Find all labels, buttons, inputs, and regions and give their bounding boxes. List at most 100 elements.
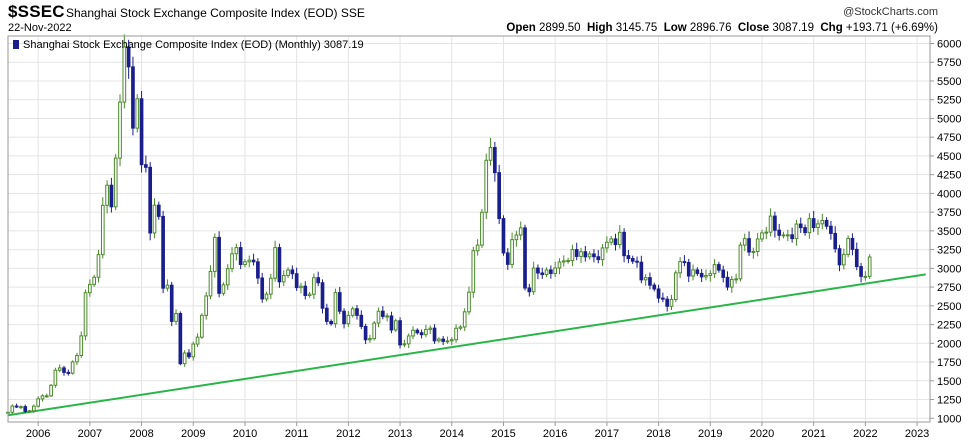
candle-body	[717, 264, 721, 271]
candle	[566, 257, 570, 264]
y-tick-label: 2750	[937, 282, 961, 294]
candle	[652, 282, 657, 292]
candle-body	[669, 298, 674, 307]
candle-body	[247, 259, 252, 263]
candle-body	[277, 247, 282, 283]
candle-body	[264, 293, 269, 300]
chg-label: Chg	[820, 22, 843, 34]
candle-body	[751, 250, 756, 253]
candle-body	[803, 227, 807, 234]
candle	[626, 249, 631, 264]
candle-body	[268, 277, 273, 295]
candle	[811, 210, 816, 232]
candle-body	[475, 244, 480, 252]
candle-body	[574, 249, 579, 257]
candle	[385, 313, 389, 322]
candle	[372, 321, 377, 341]
candle-body	[251, 259, 256, 263]
candle-body	[505, 252, 510, 265]
ticker-symbol[interactable]: $SSEC	[8, 2, 65, 21]
candle-body	[165, 284, 170, 289]
candle	[518, 221, 523, 241]
candle-body	[583, 251, 588, 258]
candle-body	[212, 236, 217, 272]
candle	[613, 233, 618, 251]
candle-body	[626, 255, 631, 260]
candle	[208, 265, 213, 300]
candle	[320, 279, 325, 314]
y-tick-label: 1250	[937, 395, 961, 407]
candle-body	[144, 164, 148, 168]
y-tick-label: 3750	[937, 207, 961, 219]
candle-body	[178, 313, 183, 365]
index-name: Shanghai Stock Exchange Composite Index …	[66, 6, 365, 20]
candle	[346, 311, 351, 328]
index-title: Shanghai Stock Exchange Composite Index …	[66, 6, 338, 20]
chg-value: +193.71 (+6.69%)	[845, 22, 938, 34]
y-tick-label: 3000	[937, 263, 961, 275]
candle	[458, 325, 463, 331]
candle	[36, 396, 40, 408]
x-tick-label: 2013	[388, 428, 412, 440]
candle	[256, 258, 260, 285]
candle	[273, 240, 277, 282]
candle	[62, 365, 66, 376]
candle	[497, 164, 501, 225]
candle	[570, 244, 575, 267]
candle-body	[428, 327, 433, 330]
candle	[617, 225, 622, 249]
candle-body	[385, 315, 389, 318]
candle	[303, 281, 308, 300]
y-tick-label: 5250	[937, 95, 961, 107]
candle-body	[837, 248, 842, 266]
candle-body	[53, 369, 58, 386]
candle-body	[846, 237, 850, 255]
candle	[592, 249, 596, 263]
stockcharts-watermark[interactable]: @StockCharts.com	[843, 6, 938, 18]
candle	[488, 137, 493, 166]
chart-header: $SSEC Shanghai Stock Exchange Composite …	[0, 0, 968, 36]
candle	[583, 245, 588, 262]
candle	[70, 360, 75, 375]
candle-body	[445, 340, 450, 343]
candle	[829, 220, 833, 240]
candle	[264, 291, 269, 302]
candle-body	[49, 384, 53, 397]
candle	[144, 155, 148, 173]
candle-body	[363, 325, 368, 341]
candle	[277, 243, 282, 288]
candle-body	[156, 204, 161, 217]
candle	[260, 272, 265, 303]
candle	[798, 217, 803, 233]
candle	[704, 269, 708, 281]
y-tick-label: 4250	[937, 170, 961, 182]
candle-body	[441, 338, 445, 342]
candle-body	[350, 308, 355, 316]
candle	[738, 242, 743, 282]
candle	[290, 265, 295, 280]
candle	[333, 288, 338, 328]
candle	[445, 336, 450, 344]
candle	[234, 243, 239, 261]
candle	[83, 289, 88, 341]
candle	[777, 223, 782, 241]
candle-body	[238, 247, 243, 266]
candle	[803, 224, 807, 236]
x-tick-label: 2011	[285, 428, 309, 440]
candle-body	[10, 405, 15, 413]
candle	[66, 369, 71, 376]
candle-body	[738, 244, 743, 280]
candle	[484, 153, 489, 220]
candle-body	[225, 268, 230, 286]
candle	[19, 405, 23, 410]
candle-body	[307, 293, 312, 296]
candle-body	[777, 229, 782, 236]
candle-body	[256, 261, 260, 279]
candle-body	[798, 223, 803, 229]
candle	[79, 331, 84, 358]
candle-body	[635, 260, 639, 263]
candle	[755, 232, 760, 257]
candle	[152, 198, 157, 239]
candle	[605, 236, 609, 253]
